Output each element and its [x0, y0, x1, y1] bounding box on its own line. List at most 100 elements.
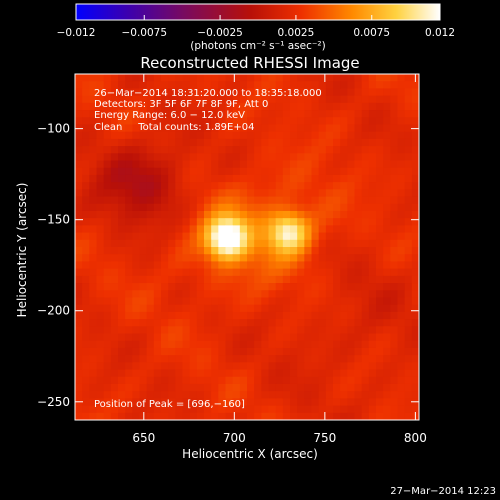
- heatmap-cell: [232, 398, 241, 406]
- heatmap-cell: [411, 102, 419, 111]
- heatmap-cell: [96, 340, 105, 349]
- heatmap-cell: [153, 290, 162, 298]
- heatmap-cell: [89, 326, 97, 334]
- heatmap-cell: [304, 362, 312, 370]
- heatmap-cell: [239, 362, 248, 370]
- heatmap-cell: [196, 383, 205, 392]
- heatmap-cell: [368, 268, 377, 277]
- heatmap-cell: [118, 167, 126, 176]
- heatmap-cell: [368, 391, 377, 399]
- heatmap-cell: [333, 369, 341, 378]
- heatmap-cell: [254, 362, 262, 370]
- heatmap-cell: [218, 247, 226, 255]
- heatmap-cell: [239, 283, 248, 291]
- heatmap-cell: [132, 369, 140, 378]
- heatmap-cell: [204, 297, 212, 306]
- heatmap-cell: [239, 131, 248, 140]
- heatmap-cell: [282, 225, 291, 233]
- heatmap-cell: [383, 218, 391, 226]
- heatmap-cell: [153, 283, 162, 291]
- heatmap-cell: [311, 167, 320, 176]
- heatmap-cell: [118, 81, 126, 89]
- heatmap-cell: [361, 326, 370, 334]
- heatmap-cell: [333, 203, 341, 212]
- heatmap-cell: [225, 398, 234, 406]
- heatmap-cell: [311, 347, 320, 356]
- heatmap-cell: [161, 182, 169, 190]
- heatmap-cell: [404, 131, 413, 140]
- heatmap-cell: [290, 239, 298, 248]
- heatmap-cell: [261, 355, 269, 363]
- heatmap-cell: [75, 196, 83, 205]
- heatmap-cell: [282, 275, 291, 284]
- heatmap-cell: [411, 319, 419, 327]
- heatmap-cell: [189, 182, 198, 190]
- heatmap-cell: [110, 254, 119, 262]
- heatmap-cell: [146, 319, 155, 327]
- heatmap-cell: [153, 210, 162, 219]
- heatmap-cell: [146, 88, 155, 97]
- heatmap-cell: [376, 88, 384, 97]
- heatmap-cell: [268, 304, 277, 313]
- heatmap-cell: [225, 311, 234, 320]
- heatmap-cell: [125, 203, 133, 212]
- heatmap-cell: [103, 232, 112, 241]
- heatmap-cell: [404, 369, 413, 378]
- heatmap-cell: [196, 124, 205, 133]
- heatmap-cell: [254, 131, 262, 140]
- heatmap-cell: [132, 383, 140, 392]
- heatmap-cell: [103, 239, 112, 248]
- heatmap-cell: [146, 362, 155, 370]
- heatmap-cell: [297, 153, 305, 161]
- heatmap-cell: [361, 398, 370, 406]
- heatmap-cell: [261, 110, 269, 118]
- heatmap-cell: [146, 225, 155, 233]
- heatmap-cell: [268, 275, 277, 284]
- heatmap-cell: [153, 146, 162, 154]
- heatmap-cell: [139, 95, 148, 104]
- heatmap-cell: [239, 203, 248, 212]
- heatmap-cell: [397, 153, 406, 161]
- heatmap-cell: [268, 174, 277, 183]
- heatmap-cell: [333, 74, 341, 82]
- heatmap-cell: [254, 225, 262, 233]
- heatmap-cell: [211, 174, 219, 183]
- heatmap-cell: [275, 225, 284, 233]
- heatmap-cell: [340, 88, 348, 97]
- heatmap-cell: [383, 174, 391, 183]
- heatmap-cell: [383, 261, 391, 270]
- heatmap-cell: [146, 405, 155, 414]
- heatmap-cell: [161, 95, 169, 104]
- heatmap-cell: [189, 340, 198, 349]
- heatmap-cell: [333, 311, 341, 320]
- heatmap-cell: [347, 362, 355, 370]
- heatmap-cell: [297, 254, 305, 262]
- heatmap-cell: [397, 247, 406, 255]
- heatmap-cell: [268, 153, 277, 161]
- heatmap-cell: [96, 391, 105, 399]
- heatmap-cell: [125, 268, 133, 277]
- heatmap-cell: [290, 362, 298, 370]
- heatmap-cell: [225, 232, 234, 241]
- heatmap-cell: [333, 398, 341, 406]
- heatmap-cell: [139, 391, 148, 399]
- heatmap-cell: [96, 110, 105, 118]
- heatmap-cell: [368, 283, 377, 291]
- heatmap-cell: [218, 203, 226, 212]
- heatmap-cell: [110, 347, 119, 356]
- heatmap-cell: [218, 355, 226, 363]
- heatmap-cell: [175, 261, 183, 270]
- heatmap-cell: [290, 412, 298, 420]
- heatmap-cell: [204, 391, 212, 399]
- heatmap-cell: [390, 283, 398, 291]
- heatmap-cell: [232, 355, 241, 363]
- heatmap-cell: [340, 218, 348, 226]
- heatmap-cell: [204, 153, 212, 161]
- heatmap-cell: [297, 347, 305, 356]
- heatmap-cell: [232, 210, 241, 219]
- heatmap-cell: [354, 74, 363, 82]
- heatmap-cell: [225, 405, 234, 414]
- heatmap-cell: [397, 88, 406, 97]
- heatmap-cell: [254, 239, 262, 248]
- heatmap-cell: [354, 124, 363, 133]
